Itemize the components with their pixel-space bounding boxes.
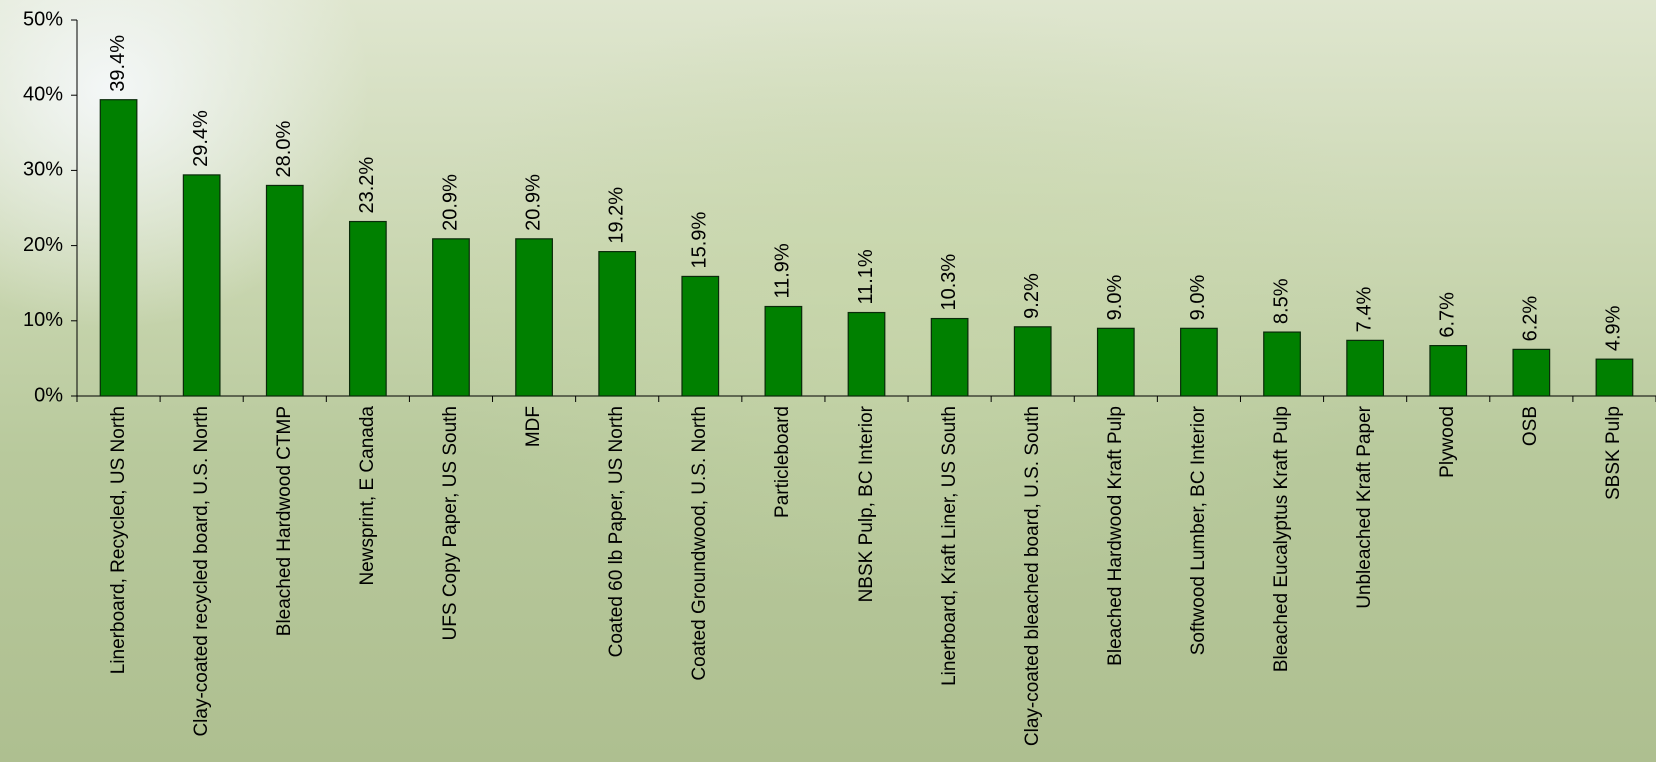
y-tick-label: 50% <box>23 8 63 30</box>
bar <box>182 174 221 397</box>
value-label: 29.4% <box>190 110 212 167</box>
value-label: 9.0% <box>1187 275 1209 321</box>
value-label: 4.9% <box>1603 305 1625 351</box>
x-tick-label: MDF <box>523 406 545 448</box>
y-tick-label: 10% <box>23 309 63 331</box>
y-tick-label: 0% <box>34 384 63 406</box>
x-tick-label: Plywood <box>1437 406 1459 478</box>
x-tick-label: Linerboard, Kraft Liner, US South <box>938 406 960 686</box>
value-label: 6.2% <box>1520 296 1542 342</box>
value-label: 10.3% <box>938 254 960 311</box>
bar <box>681 275 720 397</box>
value-label: 9.0% <box>1104 275 1126 321</box>
bar <box>1595 358 1634 397</box>
bar <box>265 184 304 397</box>
value-label: 39.4% <box>107 35 129 92</box>
value-label: 9.2% <box>1021 273 1043 319</box>
x-tick-label: Linerboard, Recycled, US North <box>107 406 129 675</box>
x-tick-label: Softwood Lumber, BC Interior <box>1187 406 1209 656</box>
x-tick-label: NBSK Pulp, BC Interior <box>855 406 877 603</box>
value-label: 15.9% <box>689 212 711 269</box>
x-tick-label: Clay-coated recycled board, U.S. North <box>190 406 212 737</box>
x-tick-label: Particleboard <box>772 406 794 518</box>
x-tick-label: Unbleached Kraft Paper <box>1354 406 1376 609</box>
value-label: 6.7% <box>1437 292 1459 338</box>
bar <box>1512 348 1551 397</box>
bar <box>1096 327 1135 397</box>
bar <box>1263 331 1301 397</box>
x-tick-label: Bleached Hardwood Kraft Pulp <box>1104 406 1126 666</box>
value-label: 11.1% <box>855 249 877 304</box>
y-tick-label: 40% <box>23 83 63 105</box>
bar <box>1429 345 1468 397</box>
bar <box>1180 327 1218 397</box>
value-label: 11.9% <box>772 243 794 298</box>
x-tick-label: Clay-coated bleached board, U.S. South <box>1021 406 1043 747</box>
x-tick-label: Coated Groundwood, U.S. North <box>689 406 711 681</box>
y-tick-label: 30% <box>23 159 63 181</box>
value-label: 28.0% <box>273 121 295 178</box>
bar <box>348 220 387 397</box>
value-label: 20.9% <box>522 174 544 231</box>
x-tick-label: Coated 60 lb Paper, US North <box>606 406 628 658</box>
bar <box>598 251 637 397</box>
bar <box>930 317 969 397</box>
value-label: 7.4% <box>1353 287 1375 333</box>
x-tick-label: Newsprint, E Canada <box>356 406 378 586</box>
bar <box>432 238 470 397</box>
bar <box>1346 339 1385 397</box>
x-tick-label: Bleached Eucalyptus Kraft Pulp <box>1271 406 1293 673</box>
value-label: 8.5% <box>1270 278 1292 324</box>
value-label: 19.2% <box>605 187 627 244</box>
x-tick-label: Bleached Hardwood CTMP <box>273 406 295 637</box>
bar <box>1013 326 1052 397</box>
value-label: 20.9% <box>439 174 461 231</box>
y-tick-label: 20% <box>23 234 63 256</box>
value-label: 23.2% <box>356 157 378 214</box>
bar <box>515 238 553 397</box>
x-tick-label: OSB <box>1520 406 1542 447</box>
x-tick-label: UFS Copy Paper, US South <box>439 406 461 641</box>
bar <box>99 99 138 397</box>
x-tick-label: SBSK Pulp <box>1603 406 1625 500</box>
bar <box>764 305 803 397</box>
bar <box>847 311 886 397</box>
